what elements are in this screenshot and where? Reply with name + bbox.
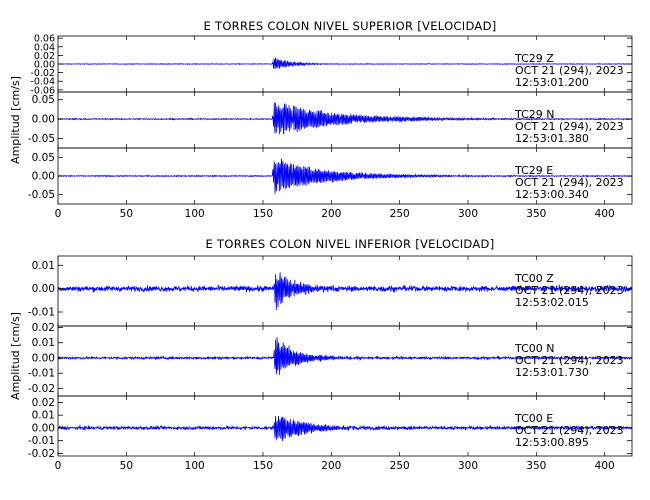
x-tick-label: 50 [120, 460, 133, 472]
date-label: OCT 21 (294), 2023 [515, 424, 624, 437]
time-label: 12:53:00.340 [515, 188, 589, 201]
x-tick-label: 200 [321, 208, 341, 220]
y-tick-label: 0.00 [32, 283, 55, 295]
y-axis-label: Amplitud [cm/s] [9, 76, 22, 164]
station-label: TC29 E [514, 164, 553, 177]
time-label: 12:53:01.730 [515, 366, 589, 379]
waveform-series [58, 57, 633, 70]
station-label: TC29 Z [514, 52, 554, 65]
x-tick-label: 100 [185, 460, 205, 472]
x-tick-label: 400 [595, 460, 615, 472]
x-tick-label: 150 [253, 208, 273, 220]
x-tick-label: 300 [458, 460, 478, 472]
chart-2: E TORRES COLON NIVEL INFERIOR [VELOCIDAD… [9, 237, 633, 472]
y-tick-label: 0.04 [34, 42, 55, 53]
y-tick-label: -0.02 [28, 448, 55, 460]
x-tick-label: 200 [321, 460, 341, 472]
y-tick-label: -0.01 [28, 368, 55, 380]
x-tick-label: 400 [595, 208, 615, 220]
x-tick-label: 150 [253, 460, 273, 472]
y-tick-label: -0.04 [30, 77, 55, 88]
y-tick-label: -0.01 [28, 307, 55, 319]
chart-title: E TORRES COLON NIVEL INFERIOR [VELOCIDAD… [206, 237, 495, 251]
y-tick-label: -0.01 [28, 435, 55, 447]
y-tick-label: 0.05 [32, 94, 55, 106]
x-tick-label: 350 [526, 208, 546, 220]
date-label: OCT 21 (294), 2023 [515, 284, 624, 297]
date-label: OCT 21 (294), 2023 [515, 354, 624, 367]
x-tick-label: 50 [120, 208, 133, 220]
y-tick-label: -0.05 [28, 189, 55, 201]
x-tick-label: 250 [390, 208, 410, 220]
waveform-series [57, 272, 633, 311]
panel-frame [57, 395, 633, 457]
time-label: 12:53:01.200 [515, 76, 589, 89]
x-tick-label: 250 [390, 460, 410, 472]
y-tick-label: 0.00 [34, 60, 55, 71]
waveform-series [57, 336, 633, 376]
station-label: TC00 N [514, 342, 554, 355]
y-tick-label: 0.02 [32, 322, 55, 334]
y-tick-label: 0.00 [32, 352, 55, 364]
y-tick-label: 0.05 [32, 152, 55, 164]
y-tick-label: -0.05 [28, 133, 55, 145]
time-label: 12:53:01.380 [515, 132, 589, 145]
station-label: TC00 E [514, 412, 553, 425]
y-tick-label: -0.02 [30, 68, 55, 79]
chart-title: E TORRES COLON NIVEL SUPERIOR [VELOCIDAD… [203, 19, 496, 33]
time-label: 12:53:02.015 [515, 296, 589, 309]
y-tick-label: 0.01 [32, 337, 55, 349]
y-tick-label: 0.02 [32, 397, 55, 409]
x-tick-label: 350 [526, 460, 546, 472]
panel-tc29-z: -0.06-0.04-0.020.000.020.040.06 TC29 ZOCT… [30, 34, 633, 96]
waveform-series [57, 102, 633, 135]
x-tick-label: 300 [458, 208, 478, 220]
date-label: OCT 21 (294), 2023 [515, 120, 624, 133]
y-tick-label: 0.02 [34, 51, 55, 62]
waveform-series [57, 415, 633, 441]
waveform-series [57, 158, 633, 194]
y-tick-label: -0.06 [30, 85, 55, 96]
chart-1: E TORRES COLON NIVEL SUPERIOR [VELOCIDAD… [9, 19, 633, 220]
time-label: 12:53:00.895 [515, 436, 589, 449]
date-label: OCT 21 (294), 2023 [515, 176, 624, 189]
y-tick-label: 0.00 [32, 114, 55, 126]
y-tick-label: 0.06 [34, 34, 55, 45]
y-axis-label: Amplitud [cm/s] [9, 312, 22, 400]
station-label: TC29 N [514, 108, 554, 121]
x-tick-label: 100 [185, 208, 205, 220]
date-label: OCT 21 (294), 2023 [515, 64, 624, 77]
y-tick-label: -0.02 [28, 383, 55, 395]
y-tick-label: 0.00 [32, 171, 55, 183]
x-tick-label: 0 [55, 460, 62, 472]
y-tick-label: 0.01 [32, 410, 55, 422]
x-tick-label: 0 [55, 208, 62, 220]
station-label: TC00 Z [514, 272, 554, 285]
y-tick-label: 0.01 [32, 260, 55, 272]
y-tick-label: 0.00 [32, 422, 55, 434]
